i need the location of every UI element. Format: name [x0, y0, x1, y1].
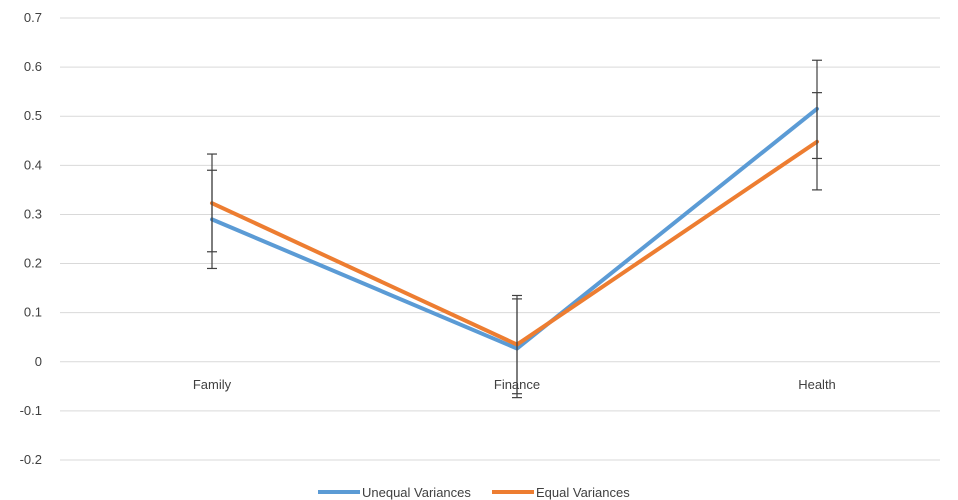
gridlines: [60, 17, 940, 461]
y-tick-label: -0.1: [20, 403, 42, 418]
y-tick-label: -0.2: [20, 452, 42, 467]
y-tick-label: 0.6: [24, 59, 42, 74]
y-tick-label: 0.1: [24, 305, 42, 320]
error-bars: [207, 59, 822, 399]
legend: Unequal Variances Equal Variances: [318, 485, 630, 500]
x-tick-label: Health: [798, 377, 836, 392]
legend-label-0: Unequal Variances: [362, 485, 471, 500]
legend-label-1: Equal Variances: [536, 485, 630, 500]
y-tick-label: 0.5: [24, 108, 42, 123]
x-tick-label: Family: [193, 377, 232, 392]
y-tick-label: 0.3: [24, 206, 42, 221]
x-axis: Family Finance Health: [193, 377, 836, 392]
y-axis: -0.2 -0.1 0 0.1 0.2 0.3 0.4 0.5 0.6 0.7: [20, 10, 42, 467]
series-line-1: [210, 139, 819, 347]
y-tick-label: 0.4: [24, 157, 42, 172]
y-tick-label: 0.2: [24, 256, 42, 271]
y-tick-label: 0.7: [24, 10, 42, 25]
y-tick-label: 0: [35, 354, 42, 369]
